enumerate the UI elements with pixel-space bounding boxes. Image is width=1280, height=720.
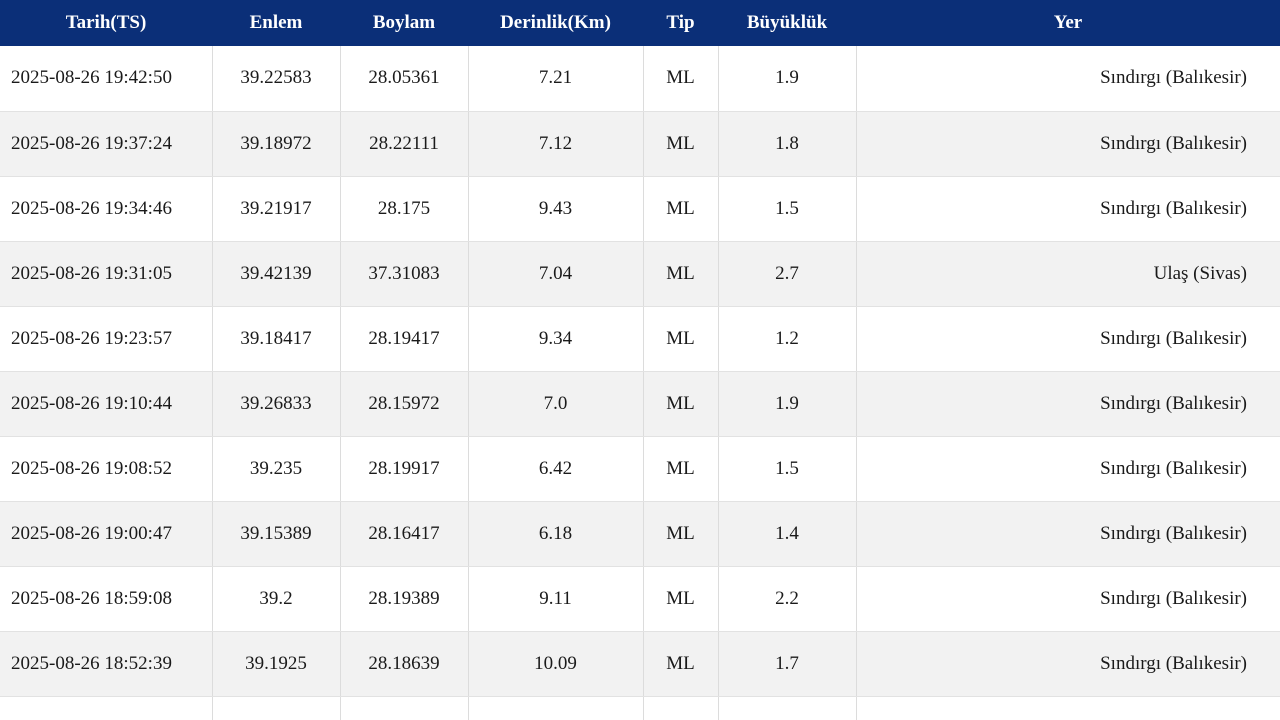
cell-longitude: 28.22111 — [340, 111, 469, 177]
table-row[interactable]: 2025-08-26 19:00:47 39.15389 28.16417 6.18 M… — [0, 501, 1280, 567]
cell-longitude: 28.16417 — [340, 501, 469, 567]
cell-magnitude: 1.8 — [718, 111, 857, 177]
cell-magnitude: 2.7 — [718, 241, 857, 307]
cell-date: 2025-08-26 18:59:08 — [0, 566, 213, 632]
table-row[interactable]: 2025-08-26 18:52:39 39.1925 28.18639 10.09 M… — [0, 631, 1280, 697]
cell-depth: 7.12 — [468, 111, 644, 177]
cell-longitude: 28.19417 — [340, 306, 469, 372]
cell-magnitude: 1.5 — [718, 436, 857, 502]
cell-latitude: 39.2 — [212, 566, 341, 632]
header-depth[interactable]: Derinlik(Km) — [468, 0, 643, 46]
cell-magnitude: 1.7 — [718, 631, 857, 697]
cell-date: 2025-08-26 19:23:57 — [0, 306, 213, 372]
cell-place: Sındırgı (Balıkesir) — [856, 306, 1280, 372]
cell-longitude: 28.19389 — [340, 566, 469, 632]
cell-place: Ulaş (Sivas) — [856, 241, 1280, 307]
cell-type: ML — [643, 111, 719, 177]
header-magnitude[interactable]: Büyüklük — [718, 0, 856, 46]
empty-cell — [212, 696, 341, 720]
cell-latitude: 39.21917 — [212, 176, 341, 242]
cell-place: Sındırgı (Balıkesir) — [856, 566, 1280, 632]
cell-place: Sındırgı (Balıkesir) — [856, 436, 1280, 502]
cell-place: Sındırgı (Balıkesir) — [856, 176, 1280, 242]
cell-magnitude: 1.4 — [718, 501, 857, 567]
cell-latitude: 39.18417 — [212, 306, 341, 372]
cell-latitude: 39.18972 — [212, 111, 341, 177]
table-header: Tarih(TS) Enlem Boylam Derinlik(Km) Tip … — [0, 0, 1280, 46]
cell-depth: 7.04 — [468, 241, 644, 307]
cell-depth: 7.21 — [468, 46, 644, 112]
cell-depth: 6.18 — [468, 501, 644, 567]
cell-magnitude: 1.5 — [718, 176, 857, 242]
cell-date: 2025-08-26 19:00:47 — [0, 501, 213, 567]
empty-cell — [340, 696, 469, 720]
cell-depth: 10.09 — [468, 631, 644, 697]
cell-longitude: 37.31083 — [340, 241, 469, 307]
cell-place: Sındırgı (Balıkesir) — [856, 501, 1280, 567]
table-row[interactable]: 2025-08-26 19:23:57 39.18417 28.19417 9.34 M… — [0, 306, 1280, 372]
cell-type: ML — [643, 306, 719, 372]
cell-depth: 9.34 — [468, 306, 644, 372]
cell-place: Sındırgı (Balıkesir) — [856, 111, 1280, 177]
cell-date: 2025-08-26 19:31:05 — [0, 241, 213, 307]
table-row[interactable]: 2025-08-26 19:31:05 39.42139 37.31083 7.04 M… — [0, 241, 1280, 307]
cell-latitude: 39.1925 — [212, 631, 341, 697]
empty-cell — [856, 696, 1280, 720]
cell-date: 2025-08-26 19:10:44 — [0, 371, 213, 437]
table-row-partial — [0, 696, 1280, 720]
cell-longitude: 28.175 — [340, 176, 469, 242]
cell-longitude: 28.15972 — [340, 371, 469, 437]
cell-magnitude: 1.9 — [718, 46, 857, 112]
cell-date: 2025-08-26 18:52:39 — [0, 631, 213, 697]
cell-type: ML — [643, 631, 719, 697]
table-row[interactable]: 2025-08-26 19:42:50 39.22583 28.05361 7.21 M… — [0, 46, 1280, 112]
cell-type: ML — [643, 371, 719, 437]
cell-magnitude: 1.9 — [718, 371, 857, 437]
empty-cell — [468, 696, 644, 720]
empty-cell — [718, 696, 857, 720]
cell-magnitude: 1.2 — [718, 306, 857, 372]
table-row[interactable]: 2025-08-26 18:59:08 39.2 28.19389 9.11 ML 2.2… — [0, 566, 1280, 632]
cell-depth: 9.11 — [468, 566, 644, 632]
header-place[interactable]: Yer — [856, 0, 1280, 46]
cell-depth: 7.0 — [468, 371, 644, 437]
table-body: 2025-08-26 19:42:50 39.22583 28.05361 7.21 M… — [0, 46, 1280, 720]
empty-cell — [0, 696, 213, 720]
cell-longitude: 28.05361 — [340, 46, 469, 112]
cell-type: ML — [643, 566, 719, 632]
cell-latitude: 39.15389 — [212, 501, 341, 567]
table-row[interactable]: 2025-08-26 19:34:46 39.21917 28.175 9.43 ML 1… — [0, 176, 1280, 242]
header-latitude[interactable]: Enlem — [212, 0, 340, 46]
cell-latitude: 39.42139 — [212, 241, 341, 307]
header-date[interactable]: Tarih(TS) — [0, 0, 212, 46]
cell-type: ML — [643, 241, 719, 307]
cell-date: 2025-08-26 19:08:52 — [0, 436, 213, 502]
cell-type: ML — [643, 436, 719, 502]
cell-latitude: 39.235 — [212, 436, 341, 502]
cell-longitude: 28.19917 — [340, 436, 469, 502]
header-longitude[interactable]: Boylam — [340, 0, 468, 46]
cell-type: ML — [643, 46, 719, 112]
cell-type: ML — [643, 501, 719, 567]
table-row[interactable]: 2025-08-26 19:37:24 39.18972 28.22111 7.12 M… — [0, 111, 1280, 177]
cell-date: 2025-08-26 19:34:46 — [0, 176, 213, 242]
cell-latitude: 39.26833 — [212, 371, 341, 437]
cell-date: 2025-08-26 19:42:50 — [0, 46, 213, 112]
header-row: Tarih(TS) Enlem Boylam Derinlik(Km) Tip … — [0, 0, 1280, 46]
cell-latitude: 39.22583 — [212, 46, 341, 112]
table-row[interactable]: 2025-08-26 19:10:44 39.26833 28.15972 7.0 ML… — [0, 371, 1280, 437]
cell-depth: 6.42 — [468, 436, 644, 502]
cell-place: Sındırgı (Balıkesir) — [856, 371, 1280, 437]
cell-place: Sındırgı (Balıkesir) — [856, 631, 1280, 697]
header-type[interactable]: Tip — [643, 0, 718, 46]
table-row[interactable]: 2025-08-26 19:08:52 39.235 28.19917 6.42 ML 1… — [0, 436, 1280, 502]
cell-longitude: 28.18639 — [340, 631, 469, 697]
cell-place: Sındırgı (Balıkesir) — [856, 46, 1280, 112]
cell-type: ML — [643, 176, 719, 242]
cell-magnitude: 2.2 — [718, 566, 857, 632]
cell-depth: 9.43 — [468, 176, 644, 242]
cell-date: 2025-08-26 19:37:24 — [0, 111, 213, 177]
empty-cell — [643, 696, 719, 720]
